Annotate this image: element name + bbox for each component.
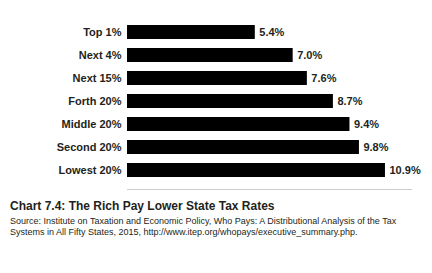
svg-text:Lowest 20%: Lowest 20% (59, 164, 122, 176)
svg-text:Next 4%: Next 4% (79, 49, 122, 61)
svg-text:9.4%: 9.4% (354, 118, 379, 130)
svg-text:8.7%: 8.7% (337, 95, 362, 107)
svg-text:Forth 20%: Forth 20% (68, 95, 121, 107)
svg-text:10.9%: 10.9% (389, 164, 420, 176)
svg-text:9.8%: 9.8% (363, 141, 388, 153)
svg-text:7.6%: 7.6% (311, 72, 336, 84)
svg-text:7.0%: 7.0% (297, 49, 322, 61)
svg-text:5.4%: 5.4% (259, 26, 284, 38)
svg-text:Middle 20%: Middle 20% (62, 118, 122, 130)
svg-text:Next 15%: Next 15% (73, 72, 122, 84)
svg-text:Second 20%: Second 20% (57, 141, 122, 153)
html-text:Source: Institute on Taxation: Source: Institute on Taxation and Econom… (10, 216, 397, 237)
html-text:Chart 7.4: The Rich Pay Lower: Chart 7.4: The Rich Pay Lower State Tax … (10, 199, 275, 213)
svg-text:Top 1%: Top 1% (83, 26, 122, 38)
